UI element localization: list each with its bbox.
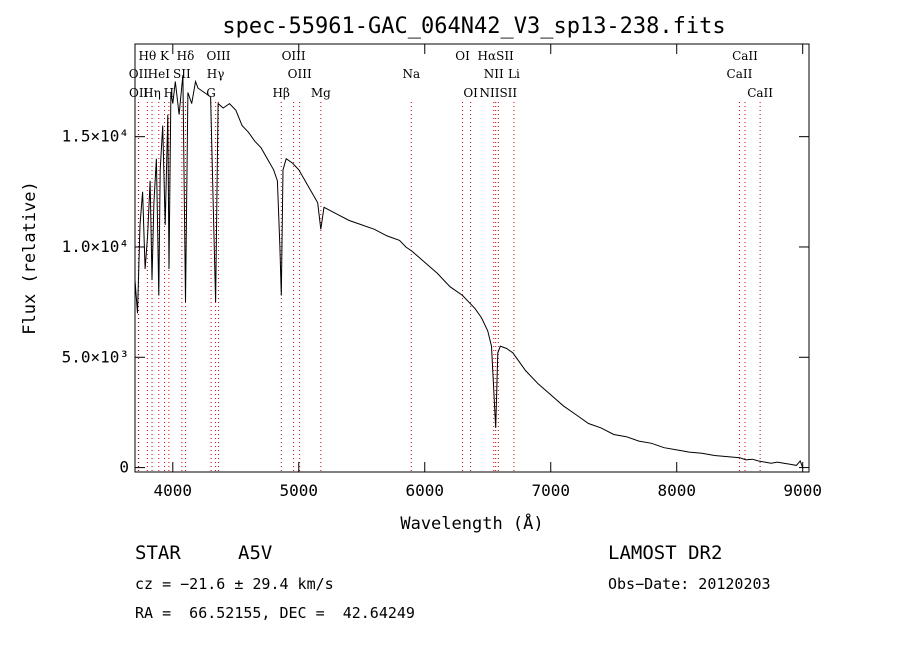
- line-marker-label: OII: [129, 86, 149, 100]
- chart-title: spec-55961-GAC_064N42_V3_sp13-238.fits: [222, 14, 725, 39]
- y-axis-ticks: 0 5.0×10³ 1.0×10⁴ 1.5×10⁴: [62, 127, 809, 477]
- x-axis-label: Wavelength (Å): [400, 512, 543, 534]
- y-axis-label: Flux (relative): [20, 181, 40, 335]
- line-marker-label: Hθ: [138, 49, 156, 63]
- y-tick-label: 1.5×10⁴: [62, 127, 129, 146]
- object-subclass: A5V: [238, 542, 273, 564]
- line-marker-label: Na: [402, 67, 420, 81]
- survey-name: LAMOST DR2: [608, 542, 723, 564]
- x-tick-label: 7000: [531, 481, 570, 500]
- plot-frame: [134, 43, 810, 473]
- spectrum-line: [134, 74, 804, 468]
- sky-coordinates: RA = 66.52155, DEC = 42.64249: [135, 604, 415, 622]
- line-marker-label: NIISII: [479, 86, 517, 100]
- y-tick-label: 1.0×10⁴: [62, 237, 129, 256]
- line-marker-label: OIII: [206, 49, 230, 63]
- x-tick-label: 5000: [280, 481, 319, 500]
- line-marker-label: H: [164, 86, 174, 100]
- line-marker-label: G: [206, 86, 216, 100]
- object-type: STAR: [135, 542, 181, 564]
- line-marker-label: OII: [129, 67, 149, 81]
- line-marker-label: OI: [455, 49, 470, 63]
- line-marker-label: Hγ: [207, 67, 225, 81]
- y-tick-label: 5.0×10³: [62, 347, 129, 366]
- redshift-velocity: cz = −21.6 ± 29.4 km/s: [135, 575, 334, 593]
- line-marker-label: OIII: [282, 49, 306, 63]
- line-marker-label: Hη: [143, 86, 161, 100]
- line-marker-label: CaII: [727, 67, 753, 81]
- line-marker-label: OI: [463, 86, 478, 100]
- line-marker-label: OIII: [288, 67, 312, 81]
- x-tick-label: 6000: [405, 481, 444, 500]
- observation-date: Obs−Date: 20120203: [608, 575, 771, 593]
- y-tick-label: 0: [119, 458, 129, 477]
- line-marker-label: SII: [173, 67, 191, 81]
- line-marker-label: K: [160, 49, 170, 63]
- line-marker-label: CaII: [732, 49, 758, 63]
- line-marker-label: HeI: [148, 67, 171, 81]
- x-axis-ticks: 4000 5000 6000 7000 8000 9000: [154, 44, 822, 500]
- line-marker-label: Hδ: [177, 49, 195, 63]
- x-tick-label: 4000: [154, 481, 193, 500]
- line-marker-label: HαSII: [478, 49, 515, 63]
- x-tick-label: 8000: [657, 481, 696, 500]
- line-marker-label: CaII: [747, 86, 773, 100]
- line-marker-label: NII: [484, 67, 504, 81]
- line-marker-label: Li: [508, 67, 520, 81]
- line-marker-label: Mg: [311, 86, 331, 100]
- line-marker-label: Hβ: [273, 86, 290, 100]
- x-tick-label: 9000: [783, 481, 822, 500]
